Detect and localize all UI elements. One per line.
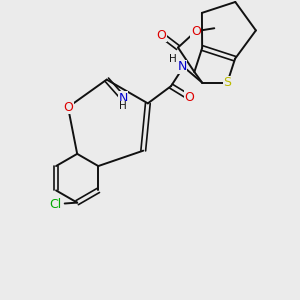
Text: H: H [119,101,127,111]
Text: O: O [184,91,194,104]
Text: S: S [223,76,231,89]
Text: O: O [157,28,166,42]
Text: O: O [63,101,73,114]
Text: Cl: Cl [50,198,62,211]
Text: N: N [177,60,187,73]
Text: O: O [191,25,201,38]
Text: N: N [118,92,128,104]
Text: H: H [169,54,177,64]
